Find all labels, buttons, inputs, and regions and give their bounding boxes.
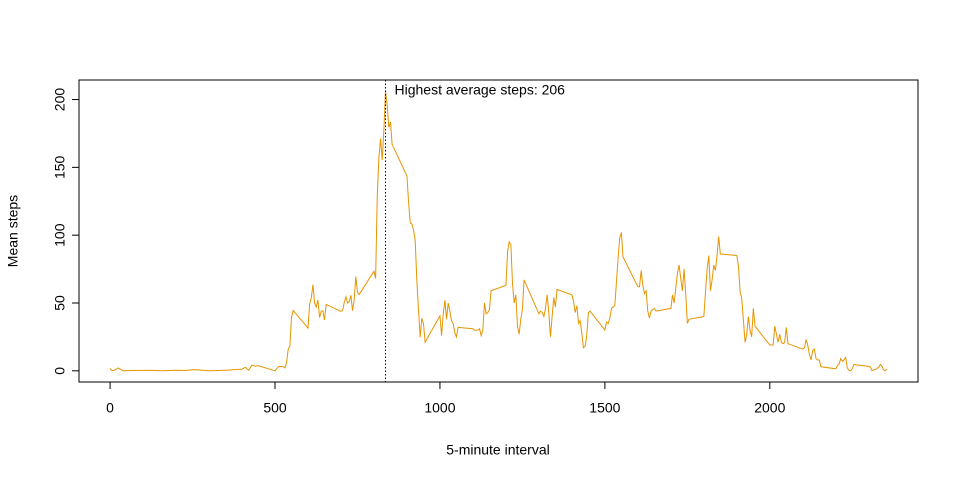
y-axis-title: Mean steps <box>5 195 21 267</box>
plot-frame <box>78 79 919 383</box>
x-tick-label: 500 <box>263 400 287 416</box>
y-tick-label: 200 <box>52 88 68 112</box>
x-tick-label: 2000 <box>754 400 785 416</box>
y-tick-label: 100 <box>52 223 68 247</box>
annotation: Highest average steps: 206 <box>395 82 566 98</box>
x-tick-label: 0 <box>106 400 114 416</box>
x-axis-title: 5-minute interval <box>446 442 550 458</box>
y-tick-label: 150 <box>52 155 68 179</box>
x-tick-label: 1500 <box>589 400 620 416</box>
y-tick-label: 0 <box>52 367 68 375</box>
y-tick-label: 50 <box>52 295 68 311</box>
x-tick-label: 1000 <box>424 400 455 416</box>
data-line <box>109 91 888 372</box>
